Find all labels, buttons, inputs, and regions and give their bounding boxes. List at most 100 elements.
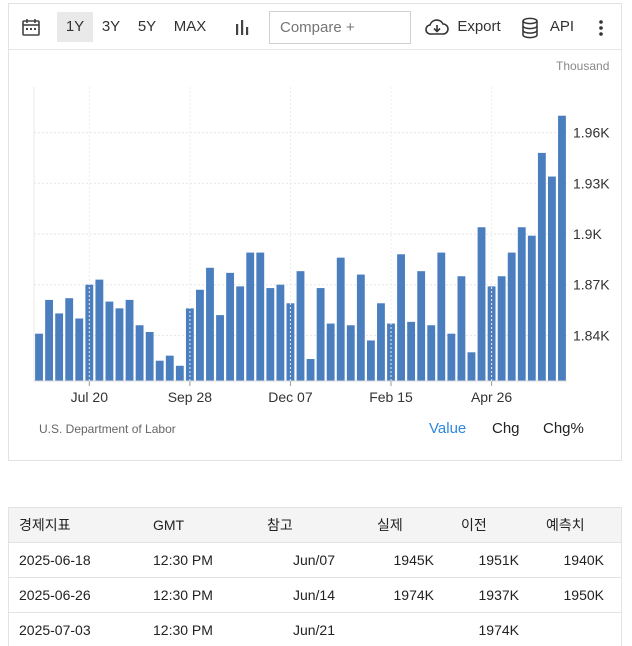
bar	[155, 360, 164, 381]
bar	[497, 276, 506, 381]
y-tick-label: 1.87K	[573, 277, 610, 293]
bar	[537, 152, 546, 381]
time-cell: 12:30 PM	[153, 622, 213, 638]
more-vertical-icon[interactable]	[597, 19, 605, 42]
bar	[417, 271, 426, 381]
header-previous: 이전	[461, 517, 487, 533]
mode-value-button[interactable]: Value	[429, 420, 467, 437]
header-indicator: 경제지표	[19, 517, 71, 533]
range-3y-button[interactable]: 3Y	[101, 18, 121, 35]
bar	[457, 276, 466, 381]
bar	[356, 274, 365, 381]
header-reference: 참고	[267, 517, 293, 533]
date-cell: 2025-06-18	[19, 552, 91, 568]
bar	[437, 252, 446, 381]
bar	[75, 318, 84, 381]
unit-label: Thousand	[556, 59, 610, 73]
actual-cell: 1945K	[393, 552, 434, 568]
y-tick-label: 1.84K	[573, 327, 610, 343]
y-tick-label: 1.9K	[573, 226, 602, 242]
bar	[276, 284, 285, 381]
chart-panel: 1Y 3Y 5Y MAX Export API Thousand 1.84K 1.…	[8, 3, 622, 461]
actual-cell: 1974K	[393, 587, 434, 603]
cloud-download-icon[interactable]	[424, 17, 450, 42]
x-tick-label: Jul 20	[71, 389, 109, 405]
source-label: U.S. Department of Labor	[39, 422, 176, 436]
bar	[165, 355, 174, 381]
bar	[175, 365, 184, 381]
mode-chg-button[interactable]: Chg	[492, 420, 520, 437]
reference-cell: Jun/21	[292, 622, 335, 638]
header-actual: 실제	[377, 517, 403, 533]
reference-cell: Jun/07	[292, 552, 335, 568]
previous-cell: 1937K	[478, 587, 519, 603]
bar	[256, 252, 265, 381]
bar	[226, 272, 235, 381]
bar	[547, 176, 556, 381]
bar	[216, 315, 224, 381]
compare-input[interactable]	[269, 11, 411, 44]
time-cell: 12:30 PM	[153, 552, 213, 568]
bar	[266, 288, 275, 381]
range-max-button[interactable]: MAX	[173, 18, 207, 35]
x-tick-label: Apr 26	[471, 389, 512, 405]
bar	[326, 323, 335, 381]
bar	[507, 252, 516, 381]
y-tick-label: 1.93K	[573, 175, 610, 191]
bar	[95, 279, 104, 381]
bar	[236, 286, 245, 381]
bar-chart: 1.84K 1.87K 1.9K 1.93K 1.96K Jul 20 Sep 28 Dec …	[33, 87, 610, 405]
bar	[477, 227, 486, 381]
bar	[527, 235, 536, 381]
bar	[517, 227, 526, 381]
reference-cell: Jun/14	[292, 587, 335, 603]
mode-chg-pct-button[interactable]: Chg%	[543, 420, 584, 437]
range-1y-button[interactable]: 1Y	[57, 12, 93, 42]
bar	[447, 333, 456, 381]
range-5y-button[interactable]: 5Y	[137, 18, 157, 35]
bar	[558, 115, 566, 382]
bar	[286, 303, 295, 381]
table-row: 2025-06-18 12:30 PM Jun/07 1945K 1951K 1…	[9, 543, 621, 578]
export-button[interactable]: Export	[457, 18, 501, 35]
date-cell: 2025-07-03	[19, 622, 91, 638]
bar	[377, 303, 385, 381]
calendar-table: 경제지표 GMT 참고 실제 이전 예측치 2025-06-18 12:30 P…	[8, 507, 622, 646]
bar	[115, 308, 124, 381]
bar	[145, 332, 154, 381]
bar	[55, 313, 64, 381]
bar	[105, 301, 114, 381]
database-icon[interactable]	[521, 17, 539, 44]
header-forecast: 예측치	[546, 517, 585, 533]
bar-chart-icon[interactable]	[233, 18, 251, 41]
bar	[45, 299, 54, 381]
bar	[306, 359, 315, 381]
x-tick-label: Sep 28	[168, 389, 213, 405]
x-tick-label: Dec 07	[268, 389, 313, 405]
bar	[316, 288, 325, 381]
chart-toolbar: 1Y 3Y 5Y MAX Export API	[9, 4, 621, 50]
previous-cell: 1951K	[478, 552, 519, 568]
forecast-cell: 1940K	[563, 552, 604, 568]
bar	[346, 325, 355, 381]
bar	[135, 325, 144, 381]
forecast-cell: 1950K	[563, 587, 604, 603]
api-button[interactable]: API	[549, 18, 575, 35]
table-row: 2025-07-03 12:30 PM Jun/21 1974K	[9, 613, 621, 646]
header-gmt: GMT	[153, 517, 185, 533]
bar	[427, 325, 436, 381]
previous-cell: 1974K	[478, 622, 519, 638]
x-tick-label: Feb 15	[369, 389, 413, 405]
table-row: 2025-06-26 12:30 PM Jun/14 1974K 1937K 1…	[9, 578, 621, 613]
bar	[35, 333, 43, 381]
bar	[206, 267, 214, 381]
bar	[407, 321, 416, 381]
bar	[397, 254, 405, 381]
bar	[336, 257, 345, 381]
bar	[125, 299, 134, 381]
bar	[366, 340, 375, 381]
calendar-icon[interactable]	[21, 17, 41, 42]
bar	[467, 352, 476, 381]
bar	[246, 252, 255, 381]
bar	[196, 289, 204, 381]
